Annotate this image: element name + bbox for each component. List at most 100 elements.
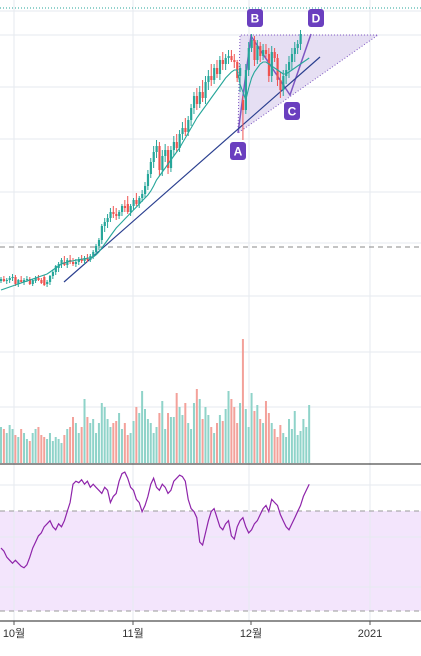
candle-body (187, 120, 190, 132)
candle-body (23, 280, 26, 282)
pattern-point-a-label: A (234, 145, 243, 159)
candle-body (2, 279, 6, 281)
candle-body (152, 152, 155, 162)
candle-body (250, 40, 253, 48)
volume-bar (34, 429, 37, 463)
volume-bar (262, 423, 265, 463)
volume-bar (290, 429, 293, 463)
candle-body (216, 68, 219, 74)
volume-bar (241, 339, 244, 463)
volume-bar (5, 433, 8, 463)
volume-bar (141, 391, 144, 463)
candle-body (112, 212, 115, 214)
volume-bar (20, 429, 23, 463)
volume-bar (118, 413, 121, 463)
x-tick-label: 11월 (122, 627, 144, 640)
volume-bar (66, 429, 69, 463)
candle-body (141, 194, 144, 198)
volume-bar (123, 423, 126, 463)
volume-bar (207, 415, 210, 463)
candle-body (230, 56, 233, 60)
candle-body (190, 108, 193, 120)
candle-body (296, 44, 299, 48)
candle-body (46, 282, 49, 284)
candle-body (273, 52, 276, 58)
pattern-point-b-badge (247, 9, 263, 27)
volume-bar (48, 433, 51, 463)
volume-bar (86, 417, 89, 463)
candle-body (293, 48, 296, 54)
volume-bar (2, 429, 5, 463)
candle-body (74, 262, 78, 264)
volume-bar (112, 423, 115, 463)
candle-body (285, 70, 288, 76)
candle-body (80, 259, 83, 261)
volume-bar (259, 419, 262, 463)
candle-body (48, 276, 52, 282)
volume-bar (305, 427, 308, 463)
candle-body (241, 100, 245, 110)
candle-body (181, 128, 184, 134)
candle-body (40, 280, 43, 283)
candle-body (299, 34, 302, 44)
candle-body (175, 142, 178, 148)
candle-body (155, 146, 158, 152)
volume-bar (267, 413, 270, 463)
candle-body (60, 260, 63, 264)
volume-bar (285, 437, 288, 463)
volume-bar (273, 429, 276, 463)
candle-body (118, 212, 121, 216)
volume-bar (213, 433, 216, 463)
candle-body (195, 96, 199, 104)
axis-layer: 10월 11월 12월 2021 (3, 621, 382, 640)
candle-body (290, 54, 294, 62)
pattern-point-c-badge (284, 102, 300, 120)
candle-body (207, 76, 210, 82)
volume-bar (161, 401, 164, 463)
candle-body (106, 218, 109, 222)
volume-bar (126, 435, 129, 463)
volume-bar (172, 417, 175, 463)
volume-bar (92, 419, 95, 463)
candle-body (72, 262, 75, 264)
candle-body (28, 279, 31, 284)
candle-body (100, 226, 103, 240)
candle-body (144, 186, 147, 194)
volume-bar (247, 427, 250, 463)
volume-bar (28, 441, 31, 463)
volume-bar (184, 403, 187, 463)
volume-bar (164, 429, 167, 463)
candle-body (221, 60, 224, 64)
volume-bar (51, 441, 54, 463)
candle-body (123, 206, 127, 208)
candle-body (103, 222, 106, 226)
volume-bar (178, 407, 181, 463)
volume-bar (158, 413, 161, 463)
rsi-line (0, 471, 310, 569)
volume-bar (17, 437, 20, 463)
candle-body (34, 278, 37, 281)
candle-body (158, 146, 161, 170)
candle-body (132, 200, 135, 206)
candle-body (54, 266, 57, 272)
volume-bar (25, 439, 28, 463)
volume-bar (146, 419, 149, 463)
volume-bar (135, 407, 138, 463)
candle-body (259, 46, 262, 56)
candle-body (37, 278, 40, 280)
volume-bar (236, 423, 239, 463)
pattern-point-c-label: C (288, 105, 297, 119)
volume-bar (250, 393, 253, 463)
candle-body (184, 128, 187, 132)
volume-bar (253, 411, 256, 463)
candle-body (31, 280, 34, 284)
candle-body (11, 277, 14, 278)
volume-bar (256, 405, 259, 463)
volume-bar (227, 391, 230, 463)
candle-body (210, 76, 213, 80)
candle-layer (0, 30, 302, 287)
volume-bar (167, 413, 170, 463)
volume-bar (132, 421, 135, 463)
candle-body (218, 60, 222, 74)
candle-body (138, 198, 141, 204)
